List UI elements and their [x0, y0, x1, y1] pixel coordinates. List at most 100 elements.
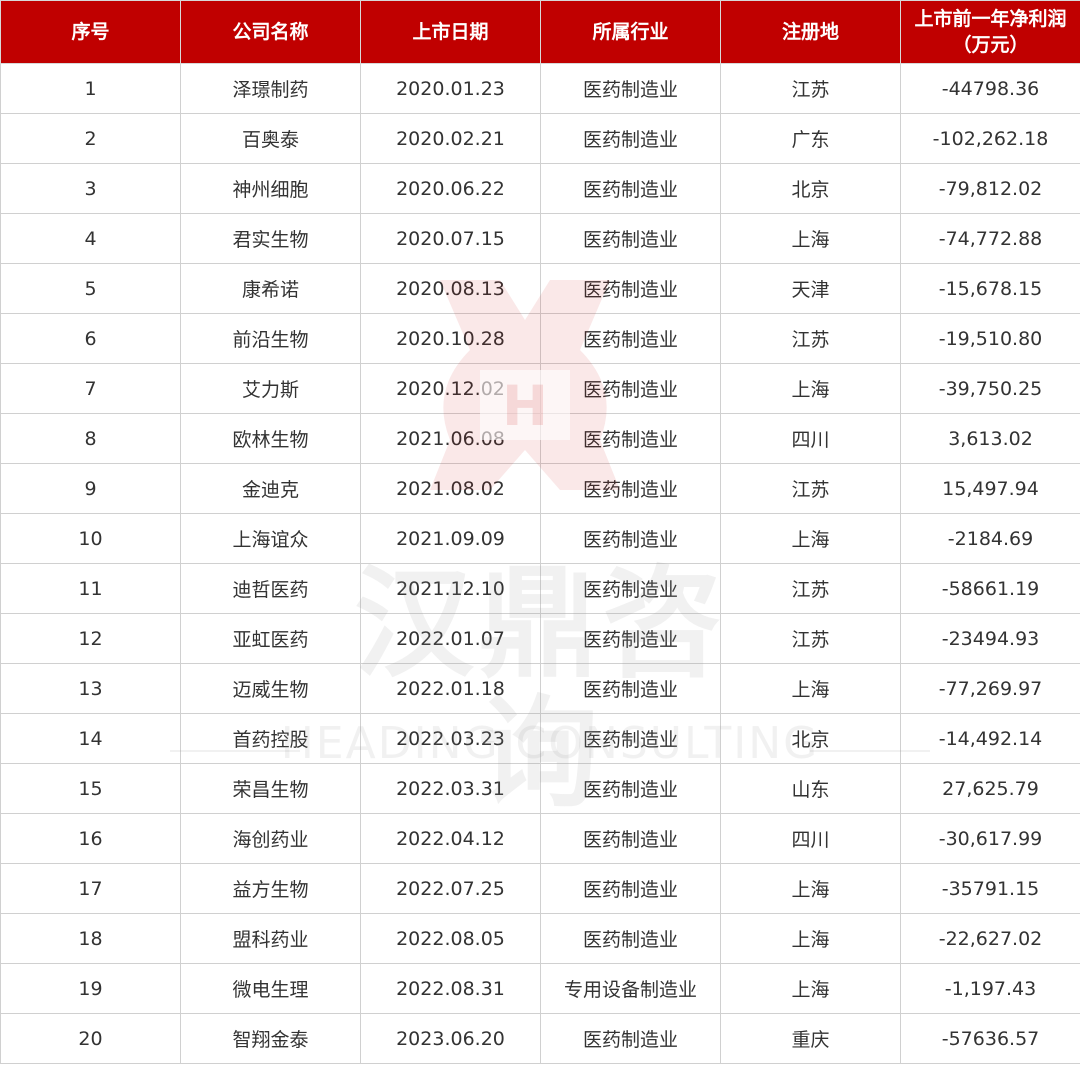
- table-row: 9 金迪克 2021.08.02 医药制造业 江苏 15,497.94: [0, 463, 1080, 514]
- cell-industry: 医药制造业: [540, 613, 721, 664]
- cell-location: 四川: [720, 413, 901, 464]
- cell-company: 神州细胞: [180, 163, 361, 214]
- cell-company: 迈威生物: [180, 663, 361, 714]
- table-row: 19 微电生理 2022.08.31 专用设备制造业 上海 -1,197.43: [0, 963, 1080, 1014]
- cell-index: 8: [0, 413, 181, 464]
- cell-date: 2020.06.22: [360, 163, 541, 214]
- table-row: 2 百奥泰 2020.02.21 医药制造业 广东 -102,262.18: [0, 113, 1080, 164]
- cell-net-profit: -22,627.02: [900, 913, 1080, 964]
- cell-date: 2022.01.07: [360, 613, 541, 664]
- table-row: 3 神州细胞 2020.06.22 医药制造业 北京 -79,812.02: [0, 163, 1080, 214]
- cell-location: 江苏: [720, 313, 901, 364]
- cell-index: 9: [0, 463, 181, 514]
- cell-net-profit: -14,492.14: [900, 713, 1080, 764]
- cell-company: 益方生物: [180, 863, 361, 914]
- column-header: 序号: [0, 0, 181, 64]
- cell-date: 2020.08.13: [360, 263, 541, 314]
- cell-index: 15: [0, 763, 181, 814]
- cell-company: 上海谊众: [180, 513, 361, 564]
- cell-location: 北京: [720, 713, 901, 764]
- cell-date: 2023.06.20: [360, 1013, 541, 1064]
- cell-company: 金迪克: [180, 463, 361, 514]
- cell-industry: 医药制造业: [540, 113, 721, 164]
- cell-industry: 医药制造业: [540, 313, 721, 364]
- cell-date: 2020.10.28: [360, 313, 541, 364]
- column-header: 注册地: [720, 0, 901, 64]
- cell-date: 2022.01.18: [360, 663, 541, 714]
- cell-date: 2021.08.02: [360, 463, 541, 514]
- cell-location: 上海: [720, 863, 901, 914]
- table-row: 11 迪哲医药 2021.12.10 医药制造业 江苏 -58661.19: [0, 563, 1080, 614]
- header-row: 序号 公司名称 上市日期 所属行业 注册地 上市前一年净利润（万元）: [0, 0, 1080, 64]
- cell-industry: 医药制造业: [540, 563, 721, 614]
- cell-net-profit: -35791.15: [900, 863, 1080, 914]
- cell-index: 2: [0, 113, 181, 164]
- table-row: 1 泽璟制药 2020.01.23 医药制造业 江苏 -44798.36: [0, 63, 1080, 114]
- table-row: 13 迈威生物 2022.01.18 医药制造业 上海 -77,269.97: [0, 663, 1080, 714]
- table-row: 5 康希诺 2020.08.13 医药制造业 天津 -15,678.15: [0, 263, 1080, 314]
- cell-index: 11: [0, 563, 181, 614]
- cell-date: 2021.09.09: [360, 513, 541, 564]
- cell-index: 13: [0, 663, 181, 714]
- cell-net-profit: -2184.69: [900, 513, 1080, 564]
- table-row: 4 君实生物 2020.07.15 医药制造业 上海 -74,772.88: [0, 213, 1080, 264]
- cell-company: 前沿生物: [180, 313, 361, 364]
- cell-company: 海创药业: [180, 813, 361, 864]
- cell-company: 首药控股: [180, 713, 361, 764]
- cell-location: 北京: [720, 163, 901, 214]
- cell-date: 2020.12.02: [360, 363, 541, 414]
- table-row: 10 上海谊众 2021.09.09 医药制造业 上海 -2184.69: [0, 513, 1080, 564]
- cell-net-profit: -30,617.99: [900, 813, 1080, 864]
- cell-date: 2022.03.31: [360, 763, 541, 814]
- cell-net-profit: -79,812.02: [900, 163, 1080, 214]
- cell-location: 重庆: [720, 1013, 901, 1064]
- cell-date: 2021.06.08: [360, 413, 541, 464]
- table-row: 14 首药控股 2022.03.23 医药制造业 北京 -14,492.14: [0, 713, 1080, 764]
- cell-net-profit: -15,678.15: [900, 263, 1080, 314]
- watermark-line-right: [810, 750, 930, 752]
- cell-net-profit: -58661.19: [900, 563, 1080, 614]
- cell-net-profit: -57636.57: [900, 1013, 1080, 1064]
- cell-index: 4: [0, 213, 181, 264]
- cell-location: 江苏: [720, 463, 901, 514]
- cell-location: 上海: [720, 663, 901, 714]
- cell-index: 16: [0, 813, 181, 864]
- cell-date: 2020.07.15: [360, 213, 541, 264]
- cell-industry: 医药制造业: [540, 1013, 721, 1064]
- cell-index: 19: [0, 963, 181, 1014]
- cell-date: 2022.03.23: [360, 713, 541, 764]
- cell-industry: 医药制造业: [540, 63, 721, 114]
- cell-index: 20: [0, 1013, 181, 1064]
- cell-net-profit: -77,269.97: [900, 663, 1080, 714]
- cell-company: 君实生物: [180, 213, 361, 264]
- cell-index: 12: [0, 613, 181, 664]
- table-row: 16 海创药业 2022.04.12 医药制造业 四川 -30,617.99: [0, 813, 1080, 864]
- cell-location: 上海: [720, 913, 901, 964]
- cell-net-profit: -44798.36: [900, 63, 1080, 114]
- cell-company: 百奥泰: [180, 113, 361, 164]
- cell-company: 迪哲医药: [180, 563, 361, 614]
- cell-index: 17: [0, 863, 181, 914]
- cell-net-profit: 27,625.79: [900, 763, 1080, 814]
- cell-location: 上海: [720, 213, 901, 264]
- cell-industry: 医药制造业: [540, 513, 721, 564]
- cell-net-profit: -1,197.43: [900, 963, 1080, 1014]
- cell-location: 四川: [720, 813, 901, 864]
- cell-index: 6: [0, 313, 181, 364]
- cell-industry: 医药制造业: [540, 813, 721, 864]
- cell-location: 广东: [720, 113, 901, 164]
- cell-date: 2021.12.10: [360, 563, 541, 614]
- cell-date: 2020.01.23: [360, 63, 541, 114]
- cell-net-profit: -102,262.18: [900, 113, 1080, 164]
- column-header: 公司名称: [180, 0, 361, 64]
- cell-industry: 医药制造业: [540, 213, 721, 264]
- cell-location: 上海: [720, 513, 901, 564]
- cell-net-profit: -19,510.80: [900, 313, 1080, 364]
- cell-index: 1: [0, 63, 181, 114]
- cell-location: 江苏: [720, 563, 901, 614]
- cell-company: 盟科药业: [180, 913, 361, 964]
- column-header: 上市前一年净利润（万元）: [900, 0, 1080, 64]
- cell-date: 2022.08.31: [360, 963, 541, 1014]
- table-row: 20 智翔金泰 2023.06.20 医药制造业 重庆 -57636.57: [0, 1013, 1080, 1064]
